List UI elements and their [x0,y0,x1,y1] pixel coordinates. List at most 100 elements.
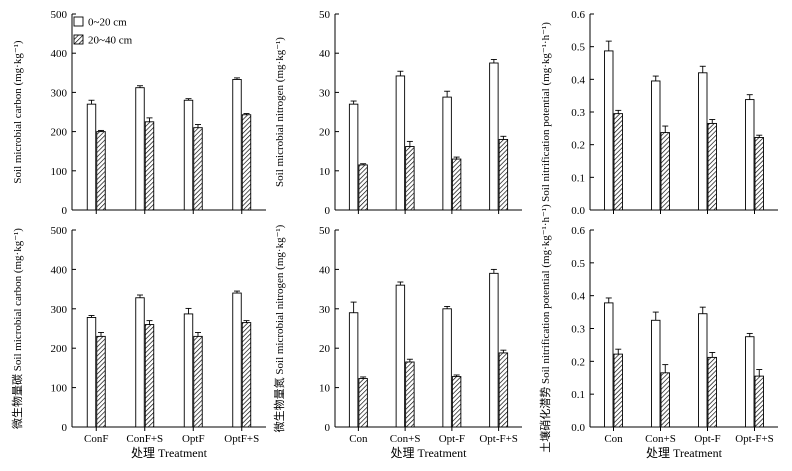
y-tick-label: 500 [51,225,68,237]
y-tick-label: 10 [319,383,331,395]
bar-0-20cm [232,79,242,211]
x-tick-label: Con [349,433,368,445]
y-tick-label: 50 [319,9,331,21]
y-tick-label: 0.3 [571,107,585,119]
legend-swatch-open [73,16,84,27]
y-tick-label: 400 [51,264,68,276]
bar-0-20cm [745,99,755,211]
bar-20-40cm [241,114,252,211]
bar-20-40cm [613,113,623,211]
bar-0-20cm [604,302,614,428]
x-tick-label: OptF [182,433,205,445]
panel-mbn-a: 0 10 20 30 40 50 Soil microbial nitrogen (mg·k… [274,9,522,217]
y-tick-label: 10 [319,166,331,178]
bar-20-40cm [754,137,764,211]
y-tick-label: 0.4 [571,74,585,86]
y-tick-label: 200 [51,127,68,139]
y-tick-label: 0 [62,205,68,217]
x-tick-label: OptF+S [224,433,259,445]
x-tick-label: ConF+S [126,433,163,445]
bar-0-20cm [86,103,97,211]
bar-0-20cm [395,284,406,428]
bar-20-40cm [707,122,717,211]
bar-20-40cm [707,356,717,428]
x-tick-label: Opt-F [694,433,720,445]
y-tick-label: 0.6 [571,9,585,21]
bar-0-20cm [651,80,661,211]
y-tick-label: 0.2 [571,140,585,152]
bar-20-40cm [405,361,415,428]
y-axis-label: 土壤硝化潜势 Soil nitrification potential (mg·… [538,204,552,453]
bar-20-40cm [754,375,764,428]
x-axis-label: 处理 Treatment [131,446,208,460]
x-tick-label: Con+S [645,433,676,445]
y-tick-label: 0.3 [571,324,585,336]
bar-20-40cm [498,138,509,211]
y-axis-label: Soil microbial nitrogen (mg·kg⁻¹) [274,37,286,187]
y-tick-label: 300 [51,304,68,316]
x-tick-label: ConF [84,433,108,445]
bar-20-40cm [144,324,155,428]
x-axis-label: 处理 Treatment [391,446,468,460]
bar-0-20cm [232,292,242,428]
y-tick-label: 0.4 [571,291,585,303]
panel-mbn-b: 0 10 20 30 40 50 微生物量氮 Soil microbial nitrogen… [272,224,522,460]
bar-0-20cm [489,272,499,428]
bar-20-40cm [241,322,252,428]
y-tick-label: 100 [51,383,68,395]
x-axis-label: 处理 Treatment [646,446,723,460]
bar-0-20cm [442,96,452,211]
legend-swatch-hatched [73,34,84,45]
bar-0-20cm [348,312,359,428]
legend: 0~20 cm 20~40 cm [73,16,133,47]
bar-20-40cm [660,132,670,211]
bar-0-20cm [135,297,145,428]
y-tick-label: 100 [51,166,68,178]
x-tick-label: Opt-F [439,433,465,445]
y-tick-label: 40 [319,264,331,276]
bar-0-20cm [651,319,661,428]
y-axis-label: 微生物量氮 Soil microbial nitrogen (mg·kg⁻¹) [272,224,286,432]
bar-20-40cm [144,121,155,211]
x-tick-label: Con+S [390,433,421,445]
y-tick-label: 0.2 [571,356,585,368]
bar-0-20cm [395,75,406,211]
panel-mbc-b: 0 100 200 300 400 500 微生物量碳 Soil microbial car… [10,225,266,460]
bar-20-40cm [451,158,462,211]
bar-20-40cm [96,335,106,428]
y-tick-label: 400 [51,48,68,60]
y-tick-label: 30 [319,87,331,99]
y-axis-label: 微生物量碳 Soil microbial carbon (mg·kg⁻¹) [10,228,24,429]
bar-0-20cm [442,308,452,428]
y-axis-label: Soil nitrification potential (mg·kg⁻¹·h⁻… [540,22,552,202]
y-tick-label: 0 [325,422,331,434]
panel-nit-a: 0.0 0.1 0.2 0.3 0.4 0.5 0.6 Soil nitrification … [540,9,778,217]
bar-0-20cm [698,313,708,428]
bar-0-20cm [135,87,145,211]
y-tick-label: 0 [325,205,331,217]
x-tick-label: Opt-F+S [479,433,518,445]
y-tick-label: 20 [319,343,331,355]
bar-0-20cm [86,317,97,428]
x-tick-label: Con [604,433,623,445]
y-tick-label: 0.0 [571,422,585,434]
bar-0-20cm [183,99,194,211]
y-tick-label: 40 [319,48,331,60]
bar-20-40cm [358,378,368,428]
bar-20-40cm [613,353,623,428]
y-tick-label: 0.6 [571,225,585,237]
bar-20-40cm [498,352,509,428]
y-tick-label: 0.5 [571,258,585,270]
y-tick-label: 200 [51,343,68,355]
bar-20-40cm [405,146,415,211]
y-tick-label: 50 [319,225,331,237]
y-tick-label: 0.0 [571,205,585,217]
bar-20-40cm [193,127,203,211]
bar-0-20cm [489,62,499,211]
legend-label-0-20: 0~20 cm [88,17,127,29]
bar-0-20cm [698,72,708,211]
y-tick-label: 0.1 [571,389,585,401]
bar-0-20cm [183,313,194,428]
